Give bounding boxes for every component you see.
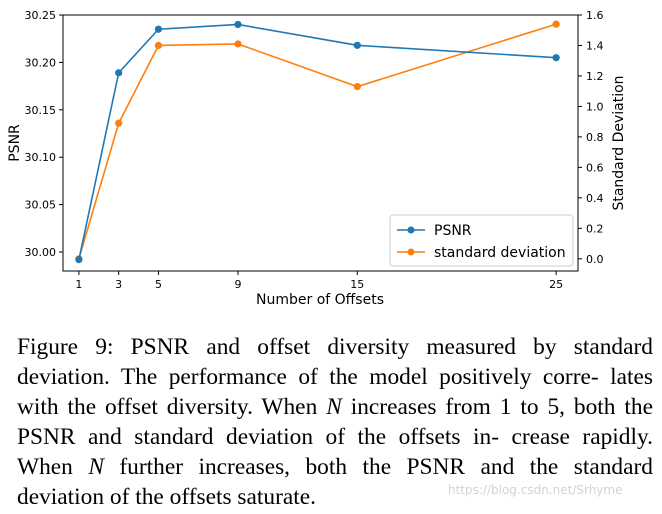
chart: 1 3 5 9 15 25 30.00 30.05 30.10 30.15 30.20 30.25 0.… xyxy=(7,9,627,308)
x-axis-title: Number of Offsets xyxy=(256,292,384,308)
caption-line-1: Figure 9: PSNR and offset diversity meas… xyxy=(17,334,653,360)
data-point-std xyxy=(353,83,361,91)
y-axis-title-left: PSNR xyxy=(7,124,23,162)
caption-line-5a: crease rapidly. When xyxy=(17,424,653,480)
legend-label-psnr: PSNR xyxy=(434,223,472,239)
data-point-std xyxy=(234,40,242,48)
y-left-tick-label: 30.25 xyxy=(25,9,57,22)
legend-marker-psnr xyxy=(407,226,415,234)
x-tick-label: 3 xyxy=(115,278,122,291)
caption-line-4: 5, both the PSNR and standard deviation … xyxy=(17,394,653,450)
data-point-std xyxy=(154,41,163,50)
watermark: https://blog.csdn.net/Srhyme xyxy=(448,483,623,497)
y-right-tick-label: 0.6 xyxy=(586,161,604,174)
data-point-std xyxy=(552,20,560,28)
y-axis-title-right: Standard Deviation xyxy=(611,75,627,210)
legend-label-std: standard deviation xyxy=(434,245,566,261)
series-line-psnr xyxy=(78,23,557,260)
y-left-tick-label: 30.00 xyxy=(25,246,57,259)
y-left-tick-label: 30.15 xyxy=(25,104,57,117)
x-tick-label: 5 xyxy=(155,278,162,291)
series-layer xyxy=(75,20,560,264)
legend-marker-std xyxy=(407,248,415,256)
series-line-std xyxy=(78,23,557,260)
y-right-tick-label: 1.6 xyxy=(586,9,604,22)
y-right-tick-label: 1.0 xyxy=(586,100,604,113)
data-point-psnr xyxy=(75,256,83,264)
plot-frame xyxy=(62,14,579,272)
data-point-psnr xyxy=(552,54,560,62)
caption-var-n-2: N xyxy=(88,454,104,480)
y-left-tick-label: 30.20 xyxy=(25,56,57,69)
y-left-tick-label: 30.05 xyxy=(25,199,57,212)
figure-caption: Figure 9: PSNR and offset diversity meas… xyxy=(17,332,653,512)
legend: PSNR standard deviation xyxy=(389,214,574,267)
x-tick-label: 15 xyxy=(350,278,364,291)
x-tick-label: 1 xyxy=(75,278,82,291)
axes-layer: 1 3 5 9 15 25 30.00 30.05 30.10 30.15 30.20 30.25 0.… xyxy=(25,9,604,291)
caption-var-n-1: N xyxy=(326,394,342,420)
x-tick-label: 9 xyxy=(234,278,241,291)
y-left-tick-label: 30.10 xyxy=(25,151,57,164)
data-point-psnr xyxy=(154,25,163,33)
caption-line-2: deviation. The performance of the model … xyxy=(17,364,599,390)
y-right-tick-label: 0.4 xyxy=(586,192,604,205)
data-point-std xyxy=(115,119,123,127)
y-right-tick-label: 1.2 xyxy=(586,70,604,83)
caption-line-3a: lates with the offset diversity. When xyxy=(17,364,653,420)
legend-box xyxy=(389,214,574,267)
data-point-psnr xyxy=(115,69,123,77)
data-point-psnr xyxy=(353,41,361,49)
x-tick-label: 25 xyxy=(549,278,563,291)
y-right-tick-label: 1.4 xyxy=(586,39,604,52)
caption-line-6: and the standard deviation of the offset… xyxy=(17,454,653,510)
y-right-tick-label: 0.2 xyxy=(586,222,604,235)
caption-line-5b: further increases, both the PSNR xyxy=(103,454,466,480)
data-point-psnr xyxy=(234,20,242,29)
caption-line-3b: increases from 1 to xyxy=(341,394,539,420)
y-right-tick-label: 0.0 xyxy=(586,253,604,266)
y-right-tick-label: 0.8 xyxy=(586,131,604,144)
